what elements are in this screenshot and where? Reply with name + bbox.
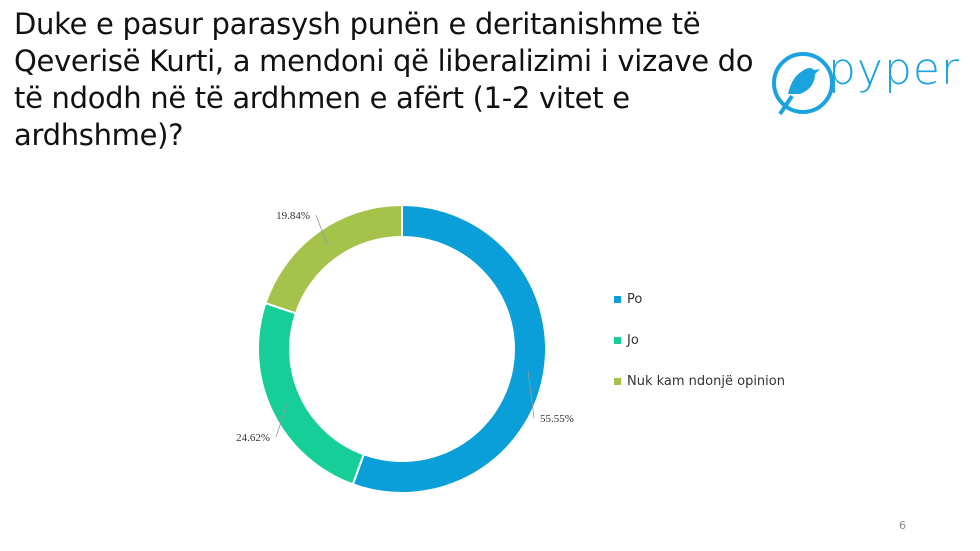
legend-swatch	[614, 296, 621, 303]
leader-line	[527, 371, 535, 419]
data-label: 19.84%	[276, 210, 310, 222]
legend-label: Nuk kam ndonjë opinion	[627, 374, 785, 389]
legend-item: Jo	[614, 333, 797, 349]
legend-item: Po	[614, 292, 797, 308]
leader-line	[275, 404, 288, 438]
donut-slice	[264, 203, 403, 315]
data-label: 55.55%	[540, 413, 574, 425]
donut-slice	[257, 301, 366, 486]
legend-label: Jo	[627, 333, 639, 348]
page-number: 6	[899, 519, 906, 532]
legend-label: Po	[627, 292, 643, 307]
legend-item: Nuk kam ndonjë opinion	[614, 374, 797, 390]
legend-swatch	[614, 378, 621, 385]
slide-title: Duke e pasur parasysh punën e deritanish…	[14, 7, 754, 152]
logo-text: pyper	[828, 44, 961, 95]
legend-swatch	[614, 337, 621, 344]
data-label: 24.62%	[236, 432, 270, 444]
leader-line	[315, 214, 328, 246]
logo-icon	[772, 52, 834, 116]
donut-slice	[351, 203, 547, 494]
